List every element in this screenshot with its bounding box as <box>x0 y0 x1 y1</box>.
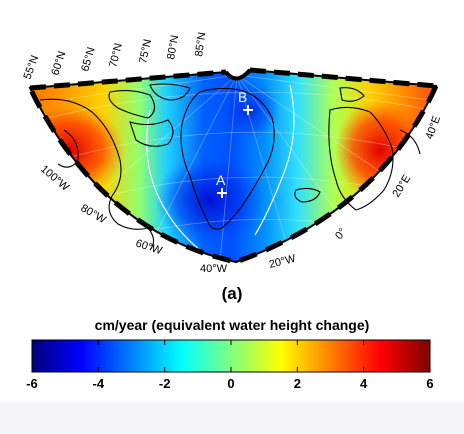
colorbar-tick-label: 2 <box>294 376 301 391</box>
colorbar: -6 -4 -2 0 2 4 6 <box>26 339 434 391</box>
longitude-label: 20°W <box>268 253 298 271</box>
colorbar-ramp <box>31 339 431 373</box>
colorbar-tick-label: 4 <box>360 376 368 391</box>
colorbar-tick-label: 6 <box>426 376 433 391</box>
longitude-label: 60°W <box>134 237 164 257</box>
latitude-labels: 55°N 60°N 65°N 70°N 75°N 80°N 85°N <box>22 31 209 81</box>
panel-label: (a) <box>221 284 243 303</box>
colorbar-tick-label: -2 <box>159 376 171 391</box>
marker-label: B <box>238 89 247 105</box>
longitude-label: 20°E <box>390 173 413 200</box>
colorbar-tick-label: -4 <box>93 376 105 391</box>
longitude-label: 40°W <box>200 263 228 275</box>
latitude-label: 75°N <box>137 38 154 65</box>
longitude-label: 80°W <box>79 202 109 226</box>
map: A B 55°N 60°N 65°N 70°N 75°N 80°N 85°N 1… <box>22 31 443 275</box>
latitude-label: 55°N <box>22 54 42 81</box>
latitude-label: 80°N <box>165 34 181 60</box>
latitude-label: 70°N <box>107 42 125 69</box>
latitude-label: 65°N <box>79 46 97 73</box>
longitude-label: 40°E <box>424 114 443 141</box>
colorbar-title: cm/year (equivalent water height change) <box>94 317 370 333</box>
footer-band <box>0 402 464 434</box>
longitude-label: 0° <box>333 226 349 242</box>
zero-contour <box>146 84 295 251</box>
map-frame <box>27 67 439 265</box>
marker-b: B <box>238 89 253 115</box>
colorbar-ticks: -6 -4 -2 0 2 4 6 <box>26 340 434 391</box>
latitude-label: 85°N <box>193 31 208 57</box>
colorbar-tick-label: 0 <box>227 376 234 391</box>
latitude-label: 60°N <box>49 50 68 77</box>
colorbar-tick-label: -6 <box>26 376 38 391</box>
marker-a: A <box>216 172 227 198</box>
marker-label: A <box>216 172 226 188</box>
